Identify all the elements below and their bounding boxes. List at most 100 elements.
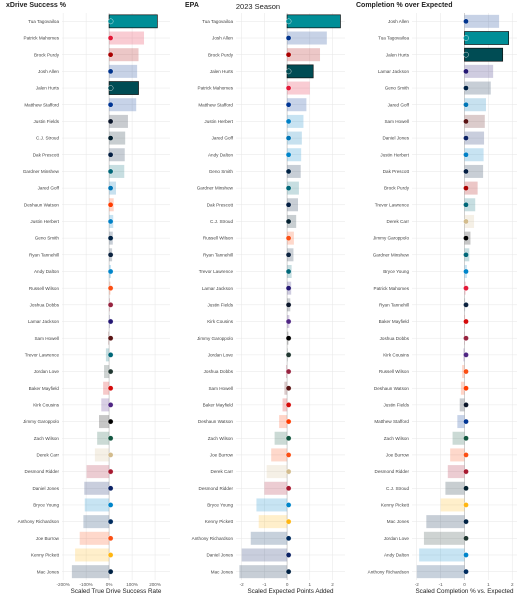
team-logo-icon xyxy=(463,468,469,475)
category-label: C.J. Stroud xyxy=(36,136,59,141)
category-label: Sam Howell xyxy=(208,386,233,391)
category-label: Justin Herbert xyxy=(204,119,233,124)
category-label: Joe Burrow xyxy=(386,453,410,458)
category-label: Kenny Pickett xyxy=(31,553,60,558)
category-label: Josh Allen xyxy=(212,36,233,41)
category-label: Zach Wilson xyxy=(208,436,234,441)
team-logo-icon xyxy=(463,502,469,508)
bar xyxy=(109,114,128,128)
category-label: Daniel Jones xyxy=(206,553,233,558)
team-logo-icon xyxy=(463,101,469,108)
bar xyxy=(109,64,138,78)
category-label: Joshua Dobbs xyxy=(380,336,410,341)
bar xyxy=(75,548,110,562)
category-label: Deshaun Watson xyxy=(198,419,234,424)
team-logo-icon xyxy=(463,568,469,575)
bar xyxy=(426,515,465,529)
x-tick-label: 0% xyxy=(106,582,113,587)
bar xyxy=(101,398,110,412)
bar xyxy=(450,448,465,462)
category-label: Jimmy Garoppolo xyxy=(197,336,233,341)
category-label: Matthew Stafford xyxy=(198,102,233,107)
category-label: Mac Jones xyxy=(387,519,410,524)
category-label: Joshua Dobbs xyxy=(204,369,234,374)
bar xyxy=(287,148,302,162)
team-logo-icon xyxy=(463,201,469,208)
team-logo-icon xyxy=(285,118,292,125)
bar xyxy=(256,498,288,512)
team-logo-icon xyxy=(107,285,114,291)
team-logo-icon xyxy=(463,18,469,25)
team-logo-icon xyxy=(285,385,292,392)
team-logo-icon xyxy=(285,218,292,225)
team-logo-icon xyxy=(107,68,114,75)
category-label: Jared Goff xyxy=(212,136,234,141)
bar xyxy=(287,114,304,128)
category-label: Mac Jones xyxy=(37,569,60,574)
bar xyxy=(287,198,298,212)
team-logo-icon xyxy=(463,218,469,225)
category-label: Andy Dalton xyxy=(34,269,59,274)
bar xyxy=(287,214,297,228)
team-logo-icon xyxy=(107,335,114,341)
bar xyxy=(464,47,504,62)
category-label: Trevor Lawrence xyxy=(25,352,60,357)
category-label: Kirk Cousins xyxy=(207,319,233,324)
team-logo-icon xyxy=(463,352,469,358)
category-label: Ryan Tannehill xyxy=(203,252,233,257)
team-logo-icon xyxy=(285,201,292,208)
category-label: Patrick Mahomes xyxy=(374,286,410,291)
bar xyxy=(79,531,110,545)
team-logo-icon xyxy=(107,302,114,308)
team-logo-icon xyxy=(285,535,292,542)
team-logo-icon xyxy=(285,18,292,25)
team-logo-icon xyxy=(107,151,114,158)
bar xyxy=(464,214,475,228)
bar xyxy=(258,515,288,529)
team-logo-icon xyxy=(285,185,292,191)
category-label: Andy Dalton xyxy=(208,152,233,157)
bar xyxy=(419,548,465,562)
chart-panel-3: Completion % over Expected -2 -1 0 1 2Scaled … xyxy=(356,2,517,595)
team-logo-icon xyxy=(107,218,114,225)
bar xyxy=(423,531,465,545)
team-logo-icon xyxy=(463,85,469,91)
team-logo-icon xyxy=(463,185,469,191)
category-label: Desmond Ridder xyxy=(375,469,410,474)
category-label: Jared Goff xyxy=(38,186,60,191)
team-logo-icon xyxy=(107,435,114,442)
category-label: Matthew Stafford xyxy=(374,419,409,424)
category-label: Anthony Richardson xyxy=(192,536,234,541)
team-logo-icon xyxy=(107,518,114,525)
category-label: Josh Allen xyxy=(388,19,409,24)
panel-title: Completion % over Expected xyxy=(356,2,452,9)
category-label: Geno Smith xyxy=(35,236,60,241)
team-logo-icon xyxy=(107,418,114,425)
team-logo-icon xyxy=(285,35,292,41)
bar xyxy=(464,14,500,28)
x-tick-label: 100% xyxy=(126,582,138,587)
x-tick-label: 200% xyxy=(149,582,161,587)
team-logo-icon xyxy=(285,252,292,258)
category-label: Brock Purdy xyxy=(208,52,234,57)
bar xyxy=(271,448,288,462)
bar xyxy=(241,548,288,562)
team-logo-icon xyxy=(463,135,469,141)
team-logo-icon xyxy=(463,435,469,442)
team-logo-icon xyxy=(285,135,292,141)
bar xyxy=(464,81,491,95)
category-label: Gardner Minshew xyxy=(373,252,410,257)
x-tick-label: -200% xyxy=(57,582,70,587)
bar xyxy=(452,431,465,445)
bar xyxy=(464,98,486,112)
bar xyxy=(416,565,465,579)
team-logo-icon xyxy=(107,235,114,241)
bar xyxy=(97,431,110,445)
category-label: Kenny Pickett xyxy=(205,519,234,524)
team-logo-icon xyxy=(107,402,114,408)
team-logo-icon xyxy=(107,318,114,325)
category-label: Derek Carr xyxy=(387,219,410,224)
bar xyxy=(287,181,299,195)
category-label: Zach Wilson xyxy=(34,436,60,441)
